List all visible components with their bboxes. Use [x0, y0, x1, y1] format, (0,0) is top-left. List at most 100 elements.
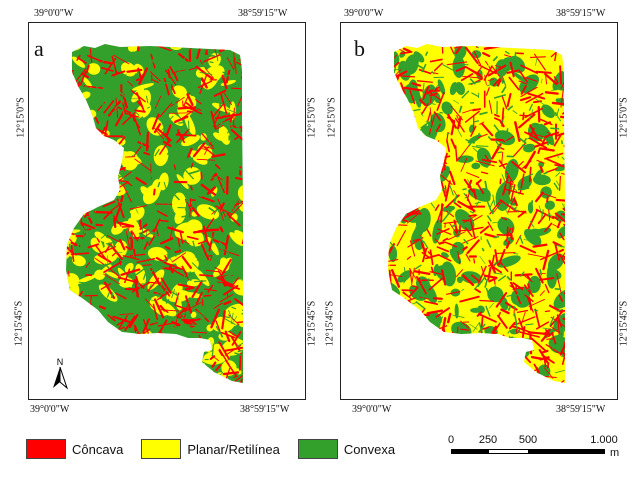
raster-streak: [485, 87, 490, 96]
raster-streak: [80, 221, 96, 230]
raster-streak: [546, 338, 554, 340]
raster-streak: [388, 105, 394, 113]
raster-streak: [236, 259, 241, 264]
raster-streak: [140, 140, 143, 147]
raster-streak: [563, 85, 565, 89]
raster-streak: [471, 92, 480, 98]
raster-streak: [524, 346, 535, 352]
raster-streak: [224, 318, 236, 326]
raster-streak: [215, 48, 219, 62]
raster-streak: [426, 329, 442, 340]
raster-streak: [551, 101, 565, 107]
raster-streak: [390, 317, 400, 328]
raster-streak: [399, 204, 418, 211]
raster-streak: [433, 385, 441, 391]
raster-streak: [555, 113, 562, 122]
raster-streak: [536, 231, 541, 238]
raster-patch: [232, 279, 243, 296]
raster-streak: [498, 342, 507, 347]
raster-streak: [497, 151, 503, 154]
coord-a-bottom-right: 38°59'15"W: [240, 404, 290, 415]
raster-streak: [458, 364, 476, 374]
raster-streak: [408, 315, 421, 331]
raster-streak: [530, 200, 534, 212]
raster-streak: [555, 369, 565, 374]
raster-streak: [200, 77, 208, 89]
raster-streak: [230, 312, 234, 324]
raster-streak: [413, 270, 431, 275]
raster-streak: [388, 205, 392, 218]
raster-streak: [553, 182, 559, 190]
raster-streak: [382, 209, 385, 212]
raster-streak: [421, 343, 425, 348]
raster-streak: [137, 141, 150, 148]
raster-patch: [427, 118, 439, 141]
raster-streak: [519, 84, 523, 92]
raster-streak: [223, 234, 230, 256]
raster-patch: [558, 318, 565, 335]
raster-streak: [157, 286, 159, 297]
raster-streak: [463, 224, 468, 226]
raster-streak: [501, 216, 508, 221]
raster-streak: [223, 284, 239, 296]
raster-streak: [230, 57, 234, 64]
raster-streak: [216, 162, 223, 172]
raster-streak: [527, 136, 532, 140]
raster-streak: [168, 171, 176, 178]
raster-streak: [469, 363, 477, 377]
raster-streak: [107, 124, 114, 129]
raster-streak: [499, 199, 516, 212]
raster-streak: [160, 309, 180, 312]
raster-streak: [447, 347, 459, 350]
raster-streak: [106, 73, 113, 85]
raster-streak: [77, 81, 81, 88]
raster-streak: [132, 286, 140, 291]
raster-streak: [129, 253, 146, 257]
raster-streak: [153, 266, 166, 271]
raster-patch: [132, 83, 154, 91]
raster-streak: [416, 329, 424, 332]
raster-streak: [476, 181, 485, 195]
scale-unit: m: [610, 447, 620, 459]
raster-patch: [467, 134, 482, 144]
raster-streak: [434, 360, 445, 367]
raster-streak: [124, 268, 131, 284]
raster-streak: [143, 241, 149, 250]
raster-streak: [476, 374, 486, 381]
raster-streak: [488, 259, 497, 274]
raster-streak: [417, 353, 426, 357]
raster-streak: [427, 188, 439, 196]
raster-streak: [551, 345, 556, 351]
raster-streak: [486, 239, 492, 248]
raster-streak: [85, 64, 90, 74]
raster-streak: [451, 359, 461, 365]
raster-streak: [132, 51, 138, 60]
raster-streak: [186, 242, 188, 251]
raster-streak: [506, 275, 511, 281]
raster-streak: [479, 121, 485, 125]
raster-streak: [122, 112, 136, 125]
raster-streak: [445, 382, 450, 383]
raster-streak: [505, 171, 514, 184]
raster-streak: [558, 175, 562, 191]
raster-streak: [140, 47, 148, 50]
raster-streak: [509, 232, 514, 241]
raster-streak: [498, 73, 504, 84]
raster-streak: [400, 149, 417, 161]
raster-streak: [511, 160, 526, 174]
raster-streak: [464, 46, 479, 65]
panel-letter-b: b: [354, 36, 365, 61]
raster-streak: [492, 55, 499, 62]
raster-streak: [560, 78, 565, 90]
raster-streak: [107, 243, 113, 248]
raster-streak: [176, 317, 187, 321]
raster-streak: [388, 273, 403, 277]
raster-patch: [397, 104, 410, 113]
raster-patch: [462, 342, 484, 355]
raster-streak: [418, 277, 422, 283]
raster-streak: [545, 112, 550, 116]
raster-patch: [559, 338, 565, 361]
raster-patch: [394, 186, 403, 196]
raster-streak: [218, 241, 226, 248]
